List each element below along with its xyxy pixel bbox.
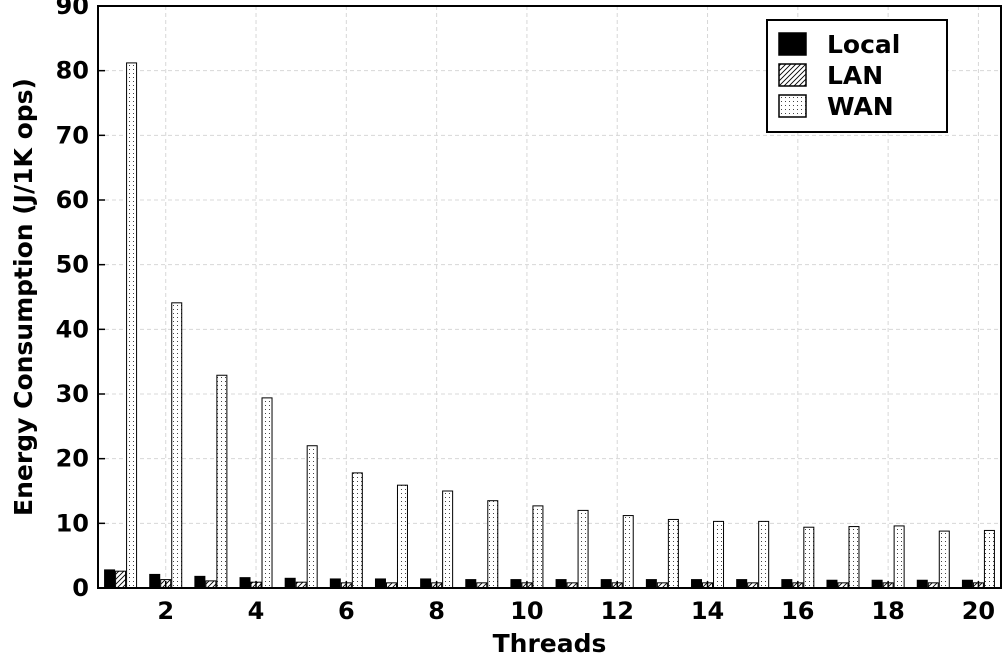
bar-wan [396,484,408,589]
bar-local [510,579,522,589]
bar-wan [487,500,499,589]
x-tick-label: 18 [871,597,904,625]
bar-local [104,569,116,589]
bar-wan [351,472,363,589]
bar-local [871,579,883,589]
legend-label-local: Local [827,30,900,59]
bar-local [645,579,657,589]
bar-local [194,575,206,589]
bar-local [600,579,612,589]
bar-lan [115,570,127,589]
bar-local [329,578,341,589]
legend-swatch-lan [778,63,807,87]
legend-label-lan: LAN [827,61,883,90]
grid-lines [98,6,1001,588]
bar-wan [893,525,905,589]
bar-wan [577,509,589,589]
y-tick-label: 90 [56,0,89,20]
bar-lan [205,580,217,589]
bar-local [916,579,928,589]
x-tick-label: 8 [428,597,445,625]
bar-local [284,577,296,589]
bar-local [149,573,161,589]
bar-wan [667,518,679,589]
bar-wan [622,515,634,589]
bar-wan [713,520,725,589]
y-tick-label: 10 [56,509,89,537]
x-tick-label: 12 [601,597,634,625]
bar-local [781,579,793,589]
y-tick-label: 20 [56,445,89,473]
bar-wan [171,302,183,589]
y-tick-label: 70 [56,121,89,149]
x-axis-label: Threads [493,629,607,658]
legend-swatch-wan [778,94,807,118]
y-axis-label: Energy Consumption (J/1K ops) [9,78,38,516]
y-tick-label: 60 [56,186,89,214]
bar-local [691,579,703,589]
bar-local [465,579,477,589]
legend-swatch-local [778,32,807,56]
bar-wan [216,374,228,589]
x-tick-label: 2 [157,597,174,625]
bar-local [239,577,251,589]
bar-local [374,578,386,589]
y-tick-label: 50 [56,251,89,279]
bar-wan [758,520,770,589]
y-tick-label: 40 [56,315,89,343]
bar-local [826,579,838,589]
bar-local [961,579,973,589]
bar-wan [938,530,950,589]
bar-wan [306,445,318,589]
plot-frame [97,5,1002,589]
y-tick-label: 30 [56,380,89,408]
bar-local [555,579,567,589]
bar-wan [803,526,815,589]
legend: Local LAN WAN [766,19,948,133]
bar-local [736,579,748,589]
bar-wan [848,526,860,589]
bars [104,62,995,589]
x-tick-label: 6 [338,597,355,625]
y-tick-label: 80 [56,57,89,85]
legend-label-wan: WAN [827,92,894,121]
bar-wan [442,490,454,589]
axis-ticks: 0 10 20 30 40 50 60 70 80 90 2 4 6 8 10 12 14 16 18 20 [56,0,996,625]
x-tick-label: 20 [962,597,995,625]
bar-local [420,578,432,589]
y-tick-label: 0 [72,574,89,602]
x-tick-label: 4 [248,597,265,625]
x-tick-label: 10 [510,597,543,625]
bar-wan [983,529,995,589]
bar-wan [126,62,138,589]
bar-wan [261,397,273,589]
bar-wan [532,505,544,589]
x-tick-label: 16 [781,597,814,625]
x-tick-label: 14 [691,597,724,625]
